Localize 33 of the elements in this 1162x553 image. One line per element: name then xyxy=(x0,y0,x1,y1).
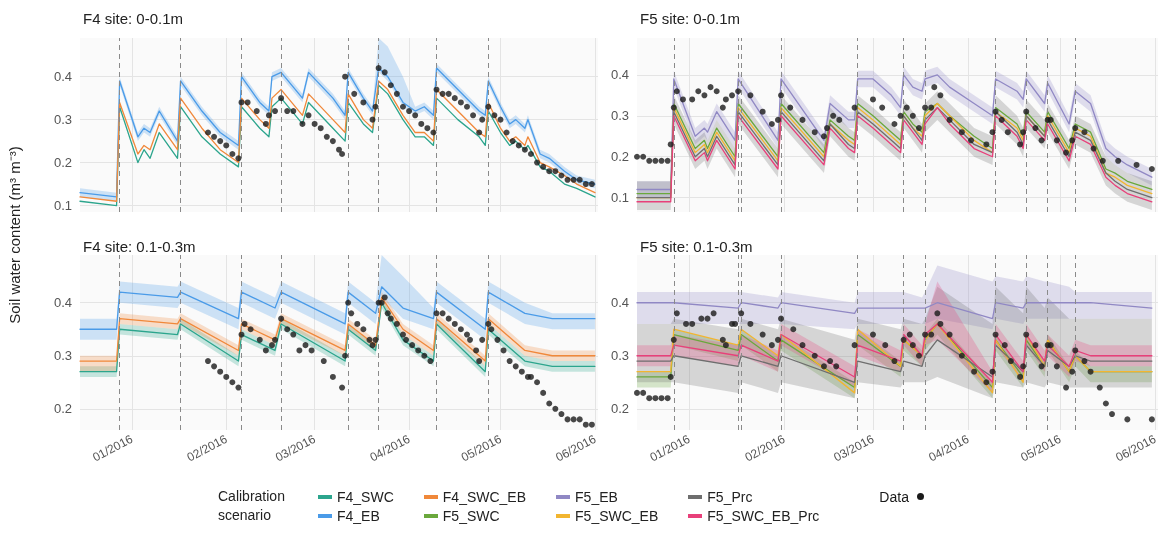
legend-label: F4_EB xyxy=(337,507,380,524)
text: Data xyxy=(879,488,909,505)
legend-label: F5_SWC xyxy=(442,507,500,524)
legend-title: Calibration scenario xyxy=(218,487,286,525)
y-tick-label: 0.1 xyxy=(610,190,629,206)
legend-label: F5_Prc xyxy=(707,488,753,505)
y-tick-label: 0.3 xyxy=(53,348,72,364)
chart-title: F5 site: 0-0.1m xyxy=(640,10,741,27)
chart-title: F5 site: 0.1-0.3m xyxy=(640,238,753,255)
y-tick-label: 0.4 xyxy=(53,69,72,85)
y-tick-label: 0.2 xyxy=(610,401,629,417)
y-tick-label: 0.4 xyxy=(53,295,72,311)
y-tick-label: 0.4 xyxy=(610,295,629,311)
y-tick-label: 0.3 xyxy=(610,348,629,364)
legend-label: F4_SWC xyxy=(337,488,394,505)
line-series xyxy=(79,286,596,330)
y-tick-label: 0.2 xyxy=(53,155,72,171)
legend-label: F5_SWC_EB_Prc xyxy=(707,507,820,524)
y-tick-label: 0.2 xyxy=(53,401,72,417)
y-tick-label: 0.3 xyxy=(53,112,72,128)
line-series xyxy=(79,296,596,362)
y-tick-label: 0.1 xyxy=(53,198,72,214)
y-tick-label: 0.4 xyxy=(610,67,629,83)
legend-label: F4_SWC_EB xyxy=(442,488,527,505)
y-tick-label: 0.2 xyxy=(610,149,629,165)
line-series xyxy=(636,302,1153,320)
legend-label: F5_EB xyxy=(575,488,618,505)
line-series xyxy=(636,339,1153,383)
y-axis-title: Soil water content (m³ m⁻³) xyxy=(5,146,24,324)
legend-label: F5_SWC_EB xyxy=(575,507,659,524)
chart-title: F4 site: 0.1-0.3m xyxy=(83,238,196,255)
y-tick-label: 0.3 xyxy=(610,108,629,124)
chart-title: F4 site: 0-0.1m xyxy=(83,10,184,27)
